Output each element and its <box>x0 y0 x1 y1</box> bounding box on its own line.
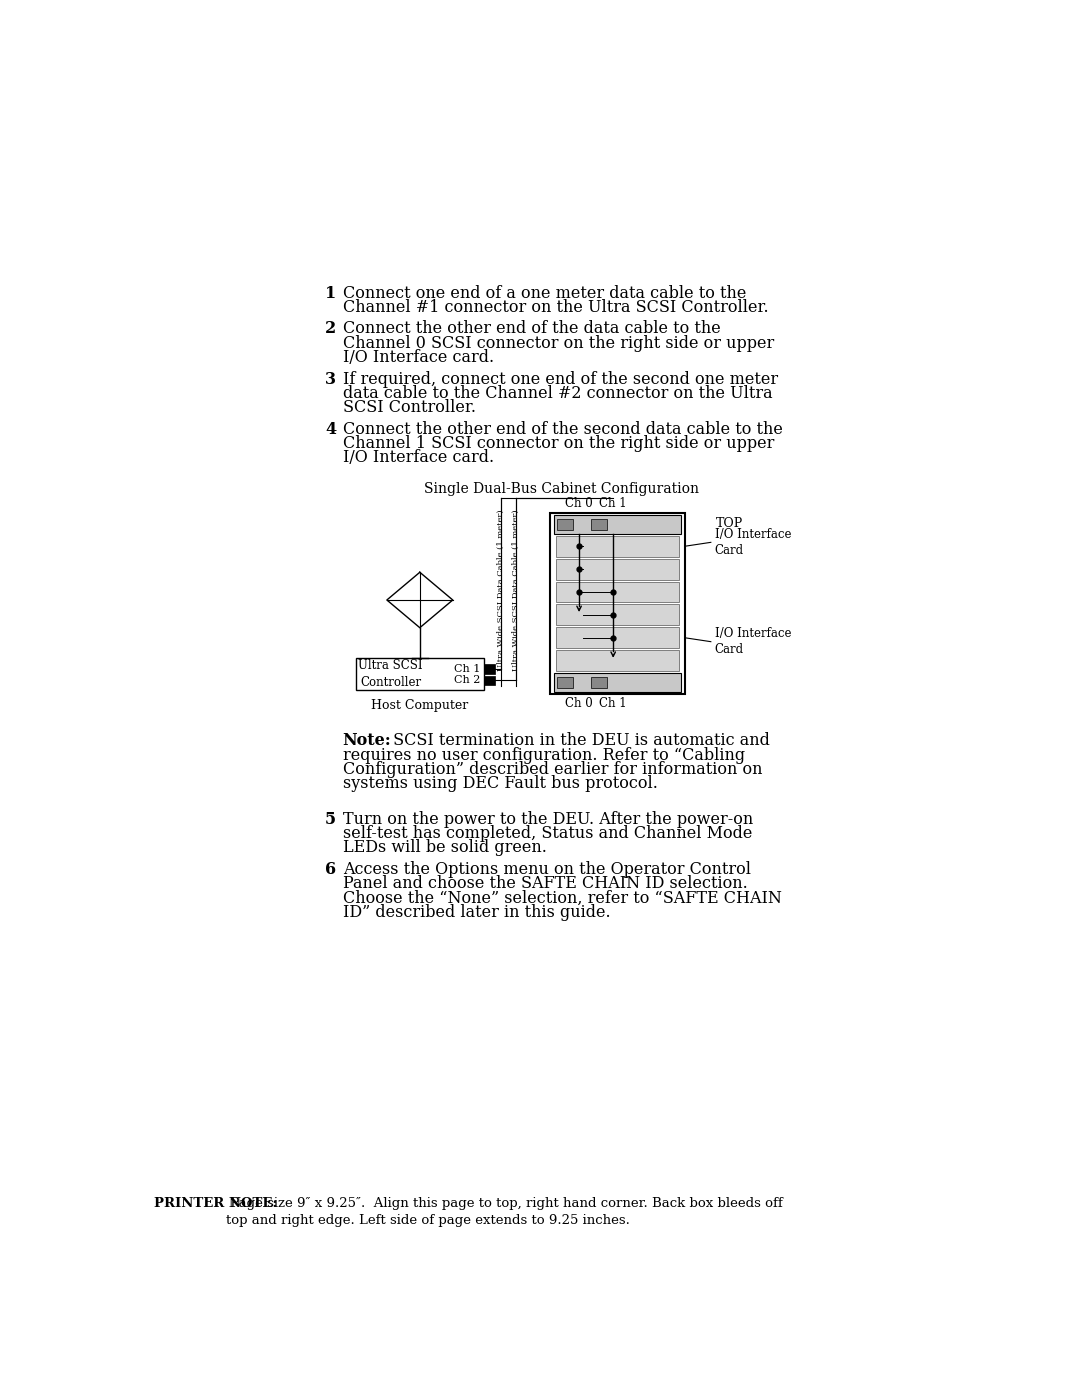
Text: Ultra SCSI
Controller: Ultra SCSI Controller <box>359 659 423 689</box>
Text: 1: 1 <box>325 285 336 302</box>
Bar <box>556 581 679 602</box>
Text: Ch 2: Ch 2 <box>455 675 481 686</box>
Text: SCSI Controller.: SCSI Controller. <box>342 400 475 416</box>
Text: 3: 3 <box>325 370 336 387</box>
Text: self-test has completed, Status and Channel Mode: self-test has completed, Status and Chan… <box>342 826 752 842</box>
Text: PRINTER NOTE:: PRINTER NOTE: <box>154 1197 278 1210</box>
Text: Access the Options menu on the Operator Control: Access the Options menu on the Operator … <box>342 861 751 879</box>
Text: Ch 1: Ch 1 <box>455 664 481 675</box>
Text: I/O Interface card.: I/O Interface card. <box>342 448 494 467</box>
Bar <box>592 518 607 529</box>
Text: Connect one end of a one meter data cable to the: Connect one end of a one meter data cabl… <box>342 285 746 302</box>
Bar <box>484 665 496 673</box>
Text: Note:: Note: <box>342 732 391 749</box>
Bar <box>557 518 572 529</box>
Text: Ch 1: Ch 1 <box>599 697 627 710</box>
Text: TOP: TOP <box>716 517 743 529</box>
Text: 6: 6 <box>325 861 336 879</box>
Text: ID” described later in this guide.: ID” described later in this guide. <box>342 904 610 921</box>
Text: requires no user configuration. Refer to “Cabling: requires no user configuration. Refer to… <box>342 746 745 764</box>
Text: LEDs will be solid green.: LEDs will be solid green. <box>342 840 546 856</box>
Text: Channel 1 SCSI connector on the right side or upper: Channel 1 SCSI connector on the right si… <box>342 434 774 451</box>
Text: 5: 5 <box>325 812 336 828</box>
Bar <box>356 658 484 690</box>
Text: SCSI termination in the DEU is automatic and: SCSI termination in the DEU is automatic… <box>388 732 770 749</box>
Text: Ultra Wide SCSI Data Cable (1 meter): Ultra Wide SCSI Data Cable (1 meter) <box>512 509 521 671</box>
Bar <box>557 678 572 689</box>
Bar <box>484 676 496 685</box>
Text: I/O Interface
Card: I/O Interface Card <box>715 528 792 557</box>
Text: Connect the other end of the second data cable to the: Connect the other end of the second data… <box>342 420 783 437</box>
Bar <box>554 673 680 693</box>
Text: Choose the “None” selection, refer to “SAFTE CHAIN: Choose the “None” selection, refer to “S… <box>342 890 782 907</box>
Text: If required, connect one end of the second one meter: If required, connect one end of the seco… <box>342 370 778 387</box>
Text: Ch 0: Ch 0 <box>565 497 593 510</box>
Text: Page size 9″ x 9.25″.  Align this page to top, right hand corner. Back box bleed: Page size 9″ x 9.25″. Align this page to… <box>226 1197 782 1227</box>
Text: Host Computer: Host Computer <box>372 700 469 712</box>
Bar <box>592 678 607 689</box>
Text: data cable to the Channel #2 connector on the Ultra: data cable to the Channel #2 connector o… <box>342 384 772 402</box>
Text: Turn on the power to the DEU. After the power-on: Turn on the power to the DEU. After the … <box>342 812 753 828</box>
Bar <box>554 514 680 534</box>
Text: Panel and choose the SAFTE CHAIN ID selection.: Panel and choose the SAFTE CHAIN ID sele… <box>342 876 747 893</box>
Text: 4: 4 <box>325 420 336 437</box>
Text: Ch 0: Ch 0 <box>565 697 593 710</box>
Bar <box>556 535 679 556</box>
Text: Channel #1 connector on the Ultra SCSI Controller.: Channel #1 connector on the Ultra SCSI C… <box>342 299 768 316</box>
Bar <box>550 513 685 694</box>
Text: Ch 1: Ch 1 <box>599 497 627 510</box>
Text: I/O Interface
Card: I/O Interface Card <box>715 627 792 657</box>
Text: I/O Interface card.: I/O Interface card. <box>342 349 494 366</box>
Text: Channel 0 SCSI connector on the right side or upper: Channel 0 SCSI connector on the right si… <box>342 335 774 352</box>
Bar <box>556 627 679 648</box>
Bar <box>556 605 679 626</box>
Text: systems using DEC Fault bus protocol.: systems using DEC Fault bus protocol. <box>342 775 658 792</box>
Bar <box>556 650 679 671</box>
Text: Ultra Wide SCSI Data Cable (1 meter): Ultra Wide SCSI Data Cable (1 meter) <box>497 509 504 671</box>
Text: Single Dual-Bus Cabinet Configuration: Single Dual-Bus Cabinet Configuration <box>423 482 699 496</box>
Text: Connect the other end of the data cable to the: Connect the other end of the data cable … <box>342 320 720 338</box>
Text: 2: 2 <box>325 320 336 338</box>
Text: Configuration” described earlier for information on: Configuration” described earlier for inf… <box>342 761 762 778</box>
Bar <box>556 559 679 580</box>
